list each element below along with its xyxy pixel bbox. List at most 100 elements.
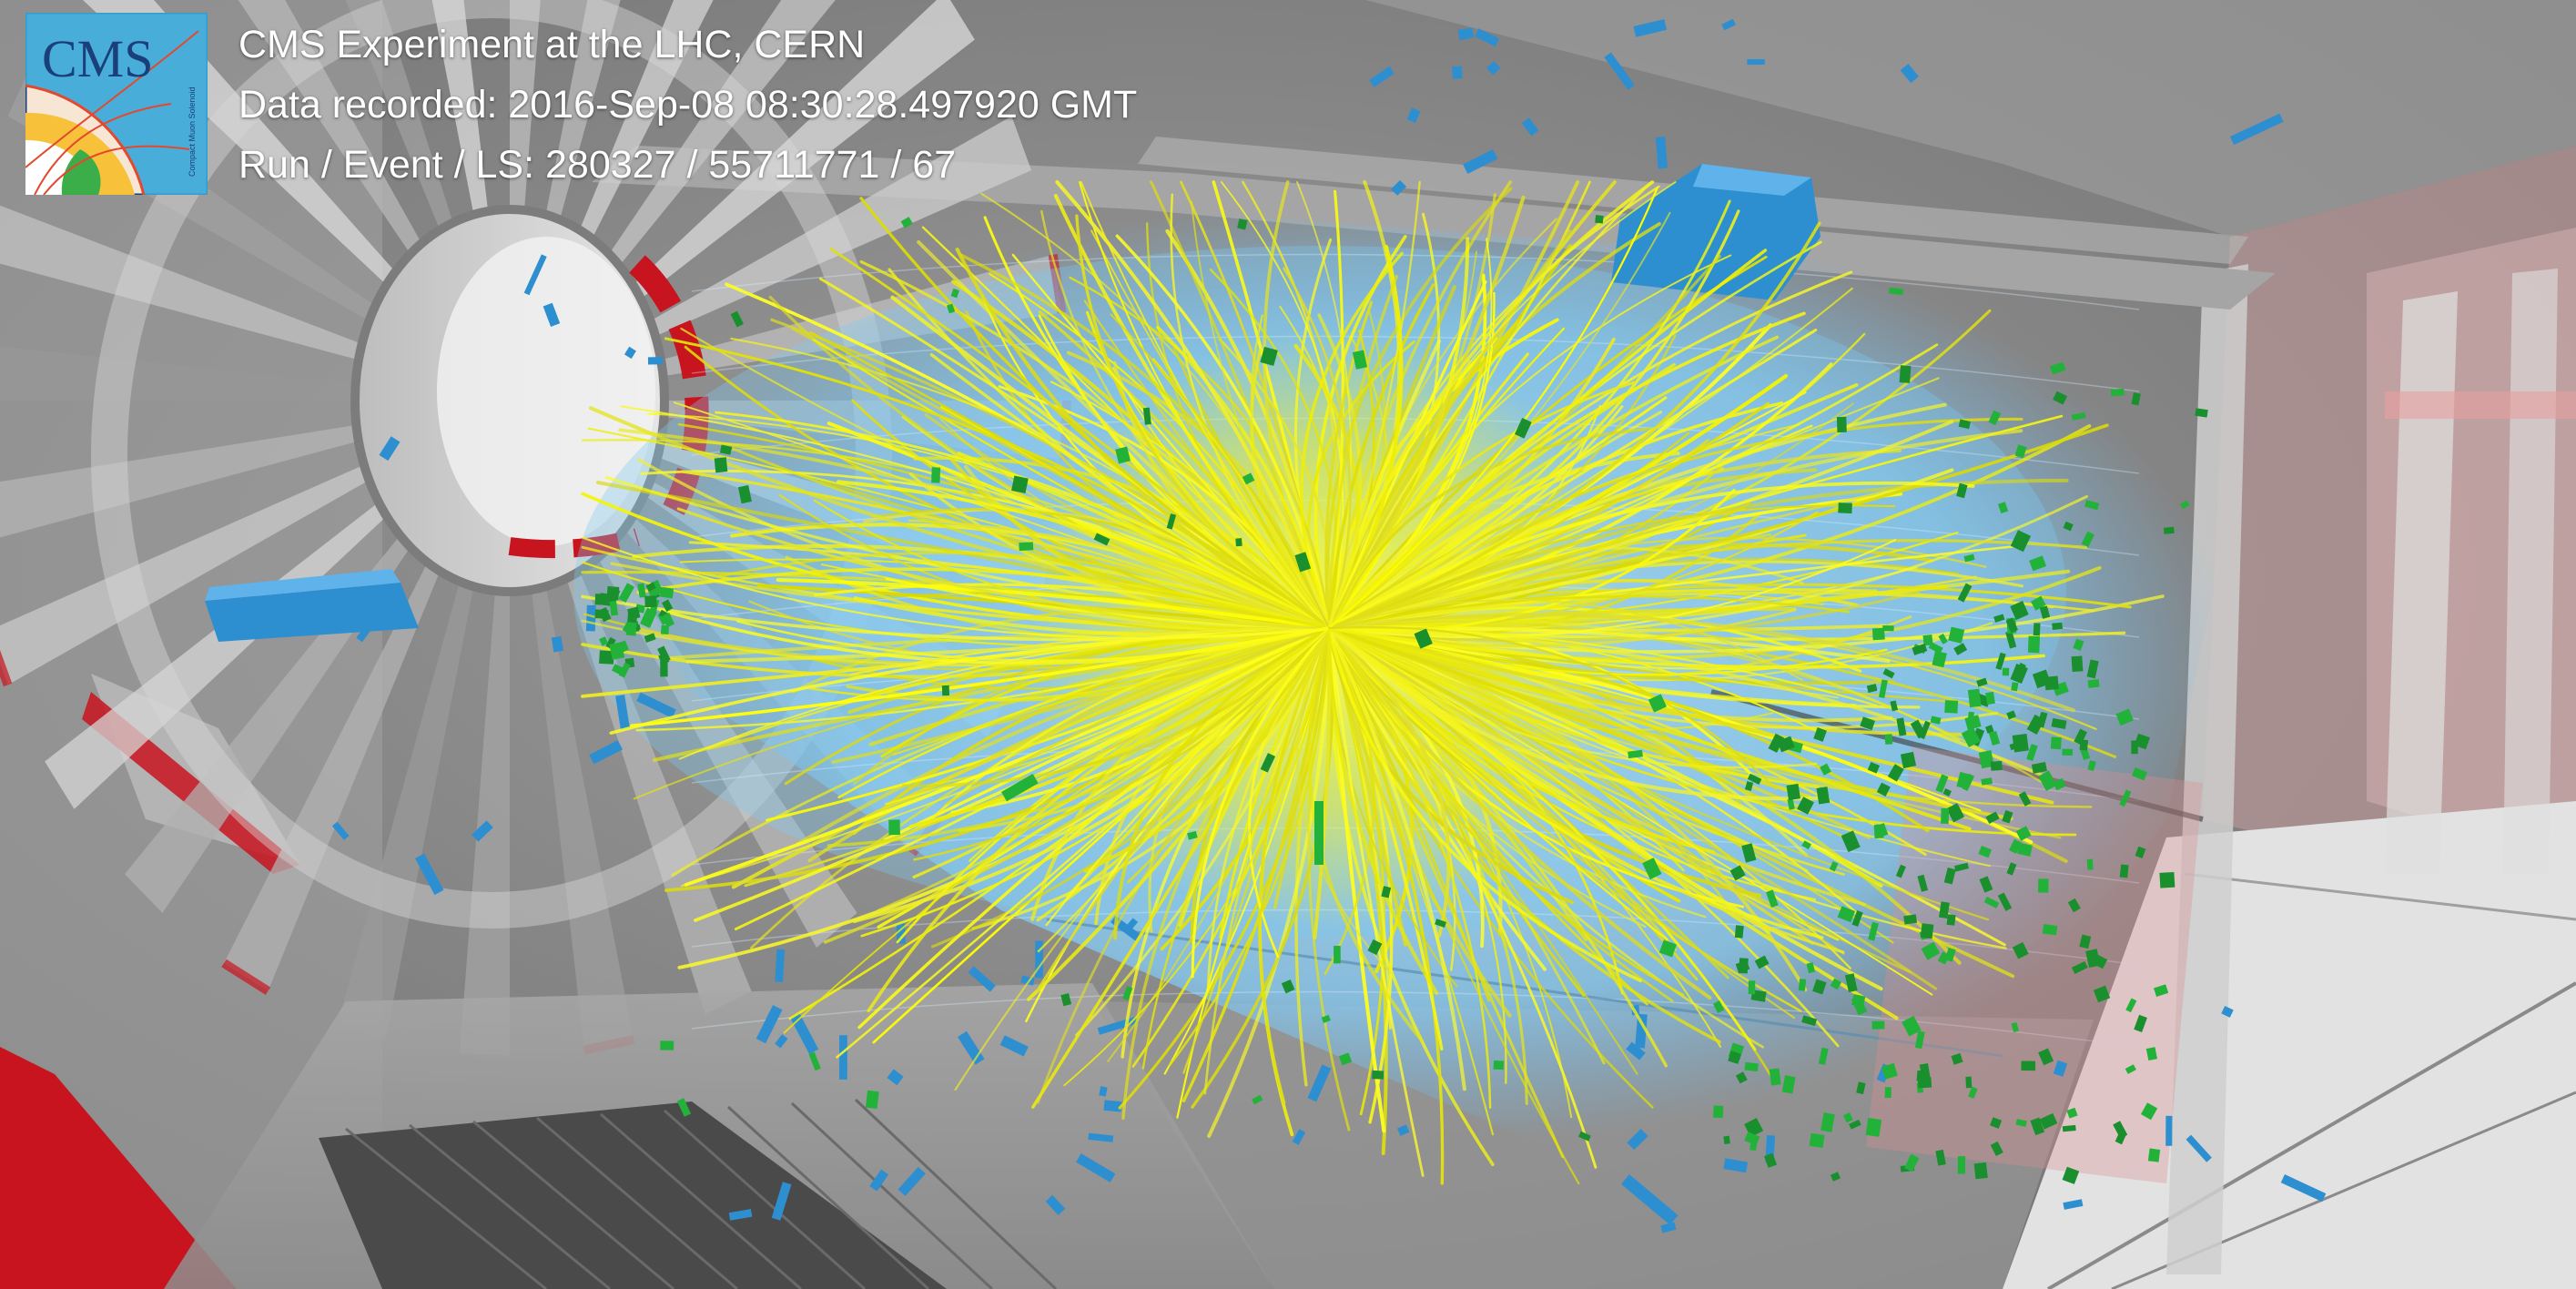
calorimeter-hit xyxy=(1958,419,1971,430)
calorimeter-hit xyxy=(1979,876,1993,893)
calorimeter-hit xyxy=(1281,979,1295,994)
particle-track xyxy=(860,626,1331,938)
calorimeter-hit xyxy=(2015,1119,2027,1127)
calorimeter-hit xyxy=(1978,845,1993,858)
calorimeter-hit xyxy=(2005,630,2017,649)
calorimeter-hit xyxy=(2011,1021,2020,1033)
calorimeter-hit xyxy=(1414,628,1433,649)
calorimeter-hit xyxy=(1787,798,1795,810)
particle-track xyxy=(1115,234,1331,630)
calorimeter-hit xyxy=(2039,1112,2058,1130)
calorimeter-hit xyxy=(1948,626,1965,644)
calorimeter-hit xyxy=(2119,789,2132,807)
endcap-fin-edge xyxy=(221,959,271,995)
calorimeter-hit xyxy=(1935,774,1949,793)
endcap-fin xyxy=(630,0,975,300)
calorimeter-hit xyxy=(1881,1062,1898,1080)
calorimeter-hit xyxy=(2087,760,2096,772)
particle-track xyxy=(664,337,1331,630)
calorimeter-hit xyxy=(1961,726,1981,748)
calorimeter-hit xyxy=(1930,716,1942,725)
calorimeter-hit xyxy=(950,288,960,299)
particle-track xyxy=(1327,329,1818,630)
particle-track xyxy=(1110,313,1330,629)
calorimeter-hit xyxy=(2042,923,2058,936)
particle-track xyxy=(1273,626,1331,909)
particle-track xyxy=(1328,627,1933,996)
calorimeter-hit xyxy=(2010,530,2032,553)
calorimeter-hit xyxy=(2079,934,2092,949)
calorimeter-hit xyxy=(599,650,614,665)
calorimeter-hit xyxy=(1899,365,1912,383)
calorimeter-hit xyxy=(1882,668,1895,679)
calorimeter-hit xyxy=(1372,1070,1384,1080)
calorimeter-hit xyxy=(808,1051,821,1071)
calorimeter-hit xyxy=(1884,734,1893,745)
particle-track xyxy=(1327,626,1757,1051)
muon-hit xyxy=(472,820,493,842)
calorimeter-hit xyxy=(594,609,609,619)
muon-hit xyxy=(728,1209,753,1221)
particle-track xyxy=(1327,180,1421,630)
calorimeter-hit xyxy=(660,1040,674,1050)
calorimeter-hit xyxy=(2159,871,2175,888)
calorimeter-hit xyxy=(1941,807,1950,824)
particle-track xyxy=(1107,627,1330,1062)
muon-hit xyxy=(1626,1041,1646,1061)
calorimeter-hit xyxy=(737,484,752,504)
particle-track xyxy=(744,626,1331,888)
particle-track xyxy=(946,626,1331,805)
calorimeter-hit xyxy=(2163,526,2175,534)
barrel-structure-right xyxy=(2003,146,2576,1289)
calorimeter-hit xyxy=(1744,1061,1759,1072)
calorimeter-hit xyxy=(1920,923,1934,939)
particle-track xyxy=(1327,626,1820,789)
calorimeter-hit xyxy=(2030,1117,2045,1136)
cms-logo-tagline: Compact Muon Solenoid xyxy=(188,86,197,177)
calorimeter-hit xyxy=(2154,984,2169,998)
calorimeter-hit xyxy=(594,594,610,605)
muon-hit xyxy=(636,692,676,718)
calorimeter-hit xyxy=(1953,643,1968,655)
muon-hit xyxy=(999,1035,1029,1057)
muon-hit xyxy=(624,346,636,360)
calorimeter-hit xyxy=(1902,1015,1922,1037)
calorimeter-hit xyxy=(648,586,662,598)
calorimeter-hit xyxy=(662,613,675,628)
calorimeter-hit xyxy=(1887,764,1904,782)
muon-hit xyxy=(356,610,383,643)
calorimeter-hit xyxy=(1801,840,1811,850)
particle-track xyxy=(1327,613,2075,713)
floor-slat xyxy=(726,1105,930,1289)
particle-track xyxy=(1327,439,1709,630)
calorimeter-hit xyxy=(2017,842,2033,857)
calorimeter-hit xyxy=(1836,416,1847,433)
calorimeter-hit xyxy=(1990,760,2003,771)
calorimeter-hit xyxy=(1867,761,1881,774)
calorimeter-hit xyxy=(1943,867,1956,885)
particle-track xyxy=(1327,626,1495,1136)
calorimeter-hit xyxy=(1142,407,1151,425)
calorimeter-hit xyxy=(662,599,674,613)
particle-track xyxy=(1207,626,1331,1138)
particle-track xyxy=(892,626,1331,756)
muon-hit xyxy=(775,1034,788,1049)
particle-track xyxy=(1327,626,2046,778)
lower-structures xyxy=(164,983,2094,1289)
endcap-fin xyxy=(345,0,456,237)
calorimeter-hit xyxy=(1769,1068,1781,1086)
calorimeter-hit xyxy=(1928,642,1943,655)
calorimeter-hit xyxy=(2071,960,2088,974)
calorimeter-hit xyxy=(1830,978,1842,990)
muon-hit xyxy=(887,1069,904,1086)
calorimeter-hit xyxy=(1648,694,1668,713)
calorimeter-hit xyxy=(2115,1130,2127,1145)
calorimeter-hit xyxy=(1763,1152,1778,1168)
calorimeter-hit xyxy=(2115,708,2135,726)
calorimeter-hit xyxy=(1367,939,1383,956)
particle-track xyxy=(581,594,1331,642)
calorimeter-hit xyxy=(2051,717,2067,729)
calorimeter-hit xyxy=(1951,1052,1963,1065)
calorimeter-hit xyxy=(1765,889,1779,908)
particle-track xyxy=(1170,193,1331,630)
